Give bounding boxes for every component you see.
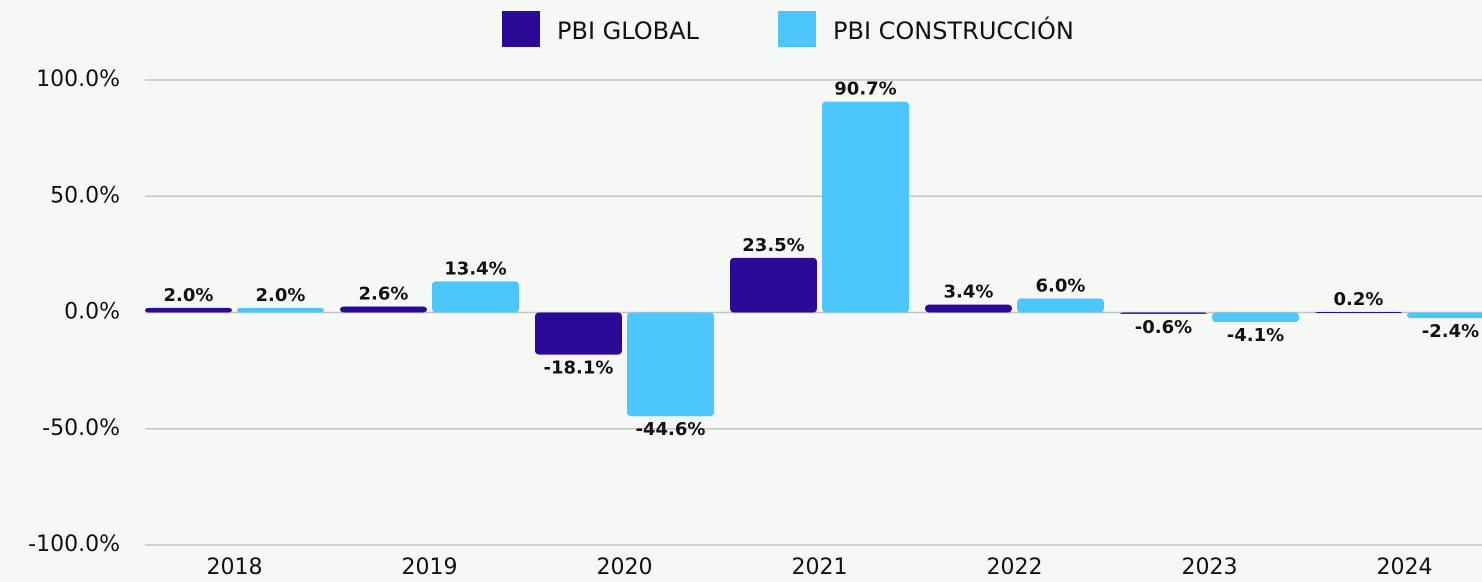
- bar: [340, 306, 427, 313]
- value-label: 3.4%: [944, 282, 994, 303]
- legend-label: PBI CONSTRUCCIÓN: [833, 15, 1074, 45]
- bar: [1017, 298, 1104, 313]
- value-label: 0.2%: [1334, 289, 1384, 310]
- bar: [432, 281, 519, 313]
- value-label: -4.1%: [1227, 325, 1284, 346]
- y-tick-label: 100.0%: [36, 67, 120, 92]
- y-tick-label: 0.0%: [64, 300, 120, 325]
- value-label: -2.4%: [1422, 321, 1479, 342]
- value-label: -0.6%: [1135, 317, 1192, 338]
- bar: [237, 307, 324, 313]
- value-label: 2.0%: [164, 285, 214, 306]
- bar: [730, 257, 817, 313]
- bar: [1407, 312, 1482, 319]
- value-label: 23.5%: [742, 235, 804, 256]
- bar: [822, 101, 909, 313]
- x-tick-label: 2018: [207, 555, 263, 580]
- y-tick-label: -50.0%: [42, 416, 120, 441]
- value-label: -44.6%: [636, 419, 706, 440]
- bar: [1315, 312, 1402, 314]
- value-label: 2.6%: [359, 283, 409, 304]
- value-label: -18.1%: [544, 358, 614, 379]
- legend-swatch: [778, 11, 816, 47]
- value-label: 13.4%: [444, 258, 506, 279]
- x-tick-label: 2021: [792, 555, 848, 580]
- bar: [535, 312, 622, 355]
- bar: [925, 304, 1012, 313]
- value-label: 2.0%: [256, 285, 306, 306]
- x-tick-label: 2022: [987, 555, 1043, 580]
- y-tick-label: 50.0%: [50, 183, 120, 208]
- bar: [1212, 312, 1299, 323]
- value-label: 90.7%: [834, 79, 896, 100]
- bar: [627, 312, 714, 417]
- bar: [145, 307, 232, 313]
- x-tick-label: 2019: [402, 555, 458, 580]
- x-tick-label: 2024: [1377, 555, 1433, 580]
- x-tick-label: 2023: [1182, 555, 1238, 580]
- legend-label: PBI GLOBAL: [557, 17, 700, 45]
- legend-swatch: [502, 11, 540, 47]
- value-label: 6.0%: [1036, 276, 1086, 297]
- x-tick-label: 2020: [597, 555, 653, 580]
- bar: [1120, 312, 1207, 314]
- y-tick-label: -100.0%: [28, 532, 120, 557]
